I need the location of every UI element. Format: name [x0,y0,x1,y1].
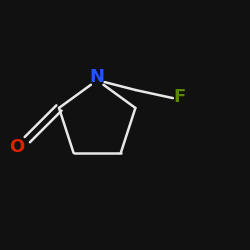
Text: F: F [174,88,186,106]
Text: N: N [90,68,105,86]
Text: O: O [9,138,24,156]
